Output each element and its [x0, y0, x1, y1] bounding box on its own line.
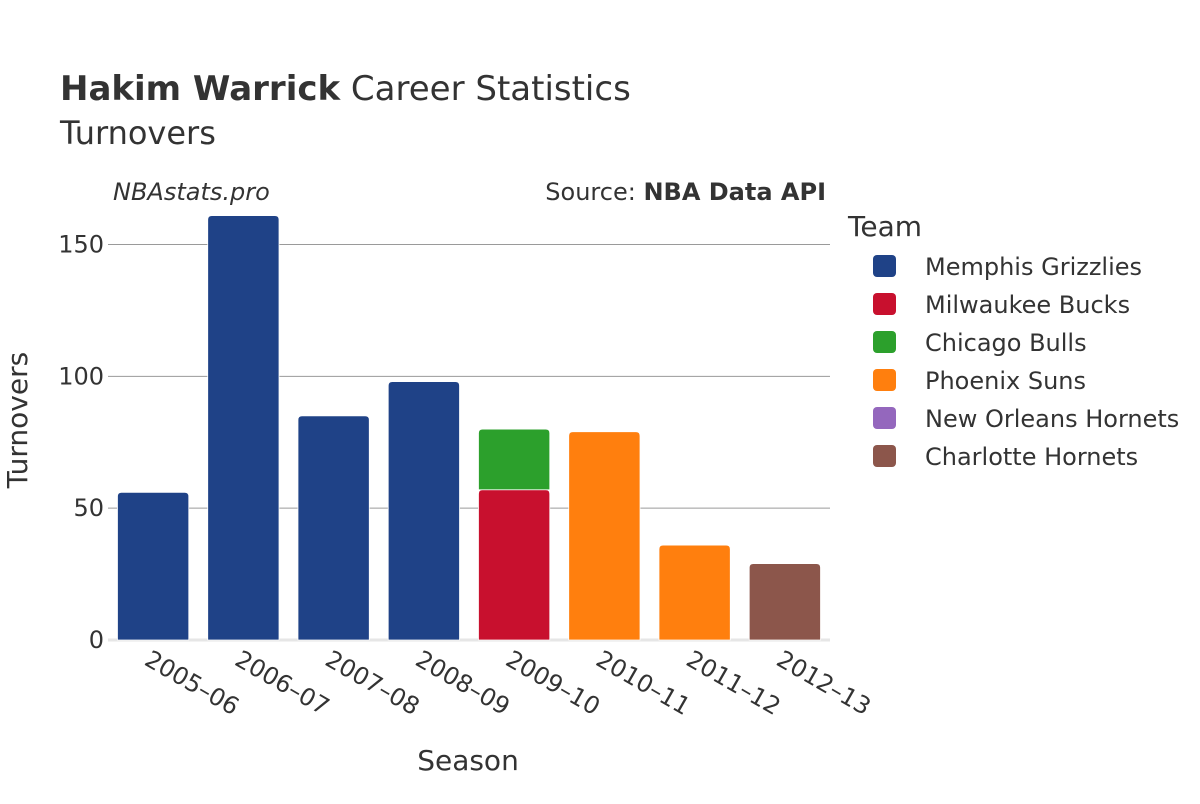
bar-memphis-grizzlies	[387, 381, 460, 641]
bar-phoenix-suns	[658, 544, 731, 641]
x-tick-label: 2010–11	[591, 645, 695, 721]
x-axis-ticks: 2005–062006–072007–082008–092009–102010–…	[140, 645, 875, 721]
legend-swatch	[873, 293, 896, 315]
bar-chicago-bulls	[478, 428, 551, 491]
legend-swatch	[873, 255, 896, 277]
site-credit: NBAstats.pro	[113, 178, 270, 206]
legend: Memphis Grizzlies Milwaukee Bucks Chicago …	[873, 253, 1179, 471]
y-axis-ticks: 0 50 100 150	[58, 231, 104, 654]
y-axis-title: Turnovers	[1, 352, 34, 489]
chart-title: Hakim Warrick Career Statistics	[60, 69, 631, 109]
x-tick-label: 2012–13	[772, 645, 876, 721]
y-tick-label: 0	[89, 626, 104, 654]
bar-charlotte-hornets	[748, 563, 821, 641]
y-tick-label: 100	[58, 362, 104, 390]
legend-label: New Orleans Hornets	[925, 405, 1179, 433]
legend-label: Milwaukee Bucks	[925, 291, 1130, 319]
x-tick-label: 2005–06	[140, 645, 244, 721]
x-tick-label: 2011–12	[682, 645, 786, 721]
chart-title-player: Hakim Warrick	[60, 69, 342, 109]
legend-swatch	[873, 407, 896, 429]
x-tick-label: 2009–10	[501, 645, 605, 721]
bar-memphis-grizzlies	[117, 491, 190, 641]
legend-label: Phoenix Suns	[925, 367, 1086, 395]
bars	[117, 215, 821, 641]
x-tick-label: 2007–08	[321, 645, 425, 721]
bar-memphis-grizzlies	[207, 215, 280, 641]
x-axis-title: Season	[417, 744, 519, 777]
bar-phoenix-suns	[568, 431, 641, 641]
source-credit: Source: NBA Data API	[545, 178, 826, 206]
legend-label: Charlotte Hornets	[925, 443, 1138, 471]
bar-memphis-grizzlies	[297, 415, 370, 641]
y-tick-label: 150	[58, 231, 104, 259]
chart-subtitle: Turnovers	[59, 114, 216, 152]
bar-milwaukee-bucks	[478, 489, 551, 641]
source-prefix: Source:	[545, 178, 643, 206]
y-tick-label: 50	[73, 494, 104, 522]
chart-title-rest: Career Statistics	[340, 69, 631, 109]
x-tick-label: 2006–07	[230, 645, 334, 721]
legend-label: Memphis Grizzlies	[925, 253, 1142, 281]
legend-swatch	[873, 331, 896, 353]
x-tick-label: 2008–09	[411, 645, 515, 721]
legend-swatch	[873, 369, 896, 391]
legend-title: Team	[847, 210, 922, 243]
legend-swatch	[873, 445, 896, 467]
source-name: NBA Data API	[643, 178, 826, 206]
legend-label: Chicago Bulls	[925, 329, 1087, 357]
